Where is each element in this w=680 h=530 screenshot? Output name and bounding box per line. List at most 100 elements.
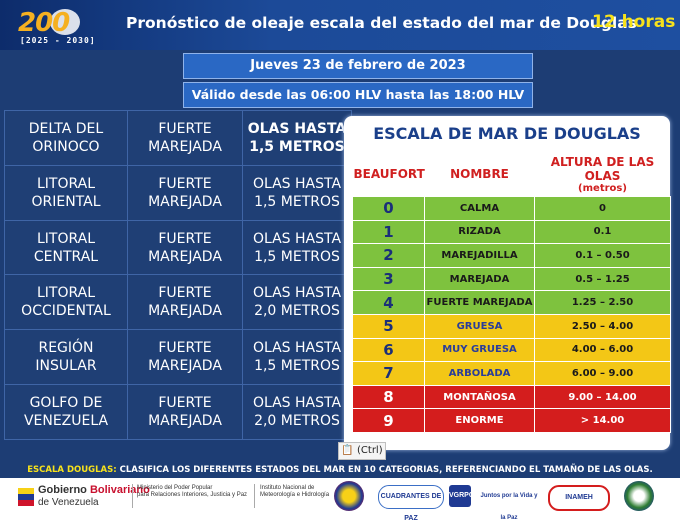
- gob-word2: Bolivariano: [89, 484, 150, 496]
- zone-sea-state: FUERTE MAREJADA: [127, 110, 243, 166]
- zone-wave-height-line: OLAS HASTA: [252, 175, 342, 192]
- scale-row: 3 MAREJADA 0.5 – 1.25: [352, 266, 671, 292]
- zone-region-line: LITORAL: [36, 230, 96, 247]
- zone-sea-state-line: FUERTE: [158, 395, 212, 412]
- ministry-label: Ministerio del Poder Popular para Relaci…: [137, 485, 247, 499]
- scale-degree: 7: [352, 361, 425, 386]
- scale-degree: 2: [352, 243, 425, 268]
- scale-name: CALMA: [424, 196, 535, 221]
- zone-sea-state: FUERTE MAREJADA: [127, 164, 243, 221]
- scale-degree: 5: [352, 313, 425, 339]
- scale-degree: 6: [352, 337, 425, 363]
- scale-name: ARBOLADA: [424, 361, 535, 386]
- scale-name: MAREJADA: [424, 266, 535, 292]
- zone-sea-state-line: FUERTE: [158, 230, 212, 247]
- ministry-line2: para Relaciones Interiores, Justicia y P…: [137, 492, 248, 498]
- forecast-hours: 12 horas: [592, 12, 676, 32]
- scale-degree: 1: [352, 219, 425, 245]
- zone-region-line: CENTRAL: [33, 248, 99, 265]
- scale-header-row: BEAUFORT NOMBRE ALTURA DE LAS OLAS (metr…: [353, 152, 671, 197]
- zone-region-line: ORIENTAL: [31, 193, 101, 210]
- scale-wave-height: 4.00 – 6.00: [534, 337, 671, 363]
- logo-number: 200: [18, 8, 70, 38]
- zone-sea-state-line: MAREJADA: [148, 413, 222, 430]
- scale-row: 0 CALMA 0: [352, 196, 671, 221]
- zone-sea-state: FUERTE MAREJADA: [127, 384, 243, 440]
- zone-wave-height: OLAS HASTA 2,0 METROS: [242, 274, 352, 331]
- zone-sea-state-line: MAREJADA: [148, 138, 222, 155]
- zone-wave-height-line: OLAS HASTA: [252, 230, 342, 247]
- logo-years: [2025 - 2030]: [20, 36, 96, 45]
- logo-emblem: [50, 9, 80, 35]
- zone-region: LITORAL ORIENTAL: [4, 164, 128, 221]
- zone-region-line: LITORAL: [36, 175, 96, 192]
- forecast-date: Jueves 23 de febrero de 2023: [183, 53, 533, 79]
- vgrpc-logo: VGRPC: [449, 485, 474, 507]
- scale-row: 5 GRUESA 2.50 – 4.00: [352, 313, 671, 339]
- height-header-label: ALTURA DE LAS OLAS: [550, 154, 655, 183]
- scale-degree: 9: [352, 408, 425, 433]
- zone-region-line: REGIÓN: [38, 340, 94, 357]
- validity-period: Válido desde las 06:00 HLV hasta las 18:…: [183, 82, 533, 108]
- zone-wave-height: OLAS HASTA 1,5 METROS: [242, 329, 352, 386]
- scale-wave-height: 6.00 – 9.00: [534, 361, 671, 386]
- zone-wave-height-line: OLAS HASTA: [252, 285, 342, 302]
- scale-name: ENORME: [424, 408, 535, 433]
- scale-wave-height: 0.5 – 1.25: [534, 266, 671, 292]
- zone-wave-height-line: 2,0 METROS: [254, 413, 340, 430]
- scale-row: 9 ENORME > 14.00: [352, 408, 671, 433]
- zone-region: LITORAL CENTRAL: [4, 219, 128, 276]
- page-title: Pronóstico de oleaje escala del estado d…: [126, 14, 637, 32]
- zone-row: DELTA DEL ORINOCO FUERTE MAREJADA OLAS HASTA…: [4, 110, 352, 166]
- divider: [254, 484, 255, 508]
- footnote: ESCALA DOUGLAS: CLASIFICA LOS DIFERENTES…: [0, 462, 680, 478]
- zone-row: GOLFO DE VENEZUELA FUERTE MAREJADA OLAS HAST…: [4, 384, 352, 440]
- height-header-unit: (metros): [578, 182, 627, 194]
- zone-sea-state-line: FUERTE: [158, 120, 212, 137]
- zone-wave-height-line: 1,5 METROS: [254, 358, 340, 375]
- paste-options-popup[interactable]: 📋 (Ctrl) ▾: [338, 442, 386, 472]
- zone-wave-height-line: OLAS HASTA: [252, 395, 342, 412]
- scale-name: FUERTE MAREJADA: [424, 290, 535, 315]
- scale-name: MUY GRUESA: [424, 337, 535, 363]
- footnote-text: CLASIFICA LOS DIFERENTES ESTADOS DEL MAR…: [119, 465, 653, 475]
- zone-region-line: OCCIDENTAL: [21, 303, 111, 320]
- zone-wave-height: OLAS HASTA 1,5 METROS: [242, 219, 352, 276]
- scale-title: ESCALA DE MAR DE DOUGLAS: [373, 124, 641, 143]
- scale-row: 6 MUY GRUESA 4.00 – 6.00: [352, 337, 671, 363]
- zone-region-line: LITORAL: [36, 285, 96, 302]
- zone-sea-state-line: MAREJADA: [148, 193, 222, 210]
- zone-wave-height-line: 1,5 METROS: [249, 138, 345, 155]
- zones-table: DELTA DEL ORINOCO FUERTE MAREJADA OLAS HASTA…: [4, 110, 352, 440]
- cuadrantes-de-paz-logo: CUADRANTES DE PAZ: [378, 485, 444, 522]
- scale-wave-height: 9.00 – 14.00: [534, 384, 671, 410]
- zone-wave-height-line: OLAS HASTA: [247, 120, 347, 137]
- scale-wave-height: 1.25 – 2.50: [534, 290, 671, 315]
- inameh-line1: Instituto Nacional de: [260, 485, 315, 491]
- zone-wave-height-line: 1,5 METROS: [254, 193, 340, 210]
- ctrl-label: (Ctrl): [357, 445, 383, 456]
- gobierno-bolivariano-logo: Gobierno Bolivariano de Venezuela: [18, 482, 150, 510]
- zone-wave-height: OLAS HASTA 1,5 METROS: [242, 164, 352, 221]
- zone-wave-height: OLAS HASTA 1,5 METROS: [242, 110, 352, 166]
- zone-sea-state-line: FUERTE: [158, 285, 212, 302]
- clipboard-icon: 📋: [341, 445, 354, 456]
- zone-sea-state: FUERTE MAREJADA: [127, 274, 243, 331]
- scale-wave-height: > 14.00: [534, 408, 671, 433]
- zone-row: REGIÓN INSULAR FUERTE MAREJADA OLAS HASTA 1,5…: [4, 329, 352, 386]
- scale-wave-height: 2.50 – 4.00: [534, 313, 671, 339]
- zone-wave-height-line: 2,0 METROS: [254, 303, 340, 320]
- inameh-line2: Meteorología e Hidrología: [260, 492, 330, 498]
- zone-region-line: GOLFO DE: [29, 395, 103, 412]
- douglas-scale-card: ESCALA DE MAR DE DOUGLAS BEAUFORT NOMBRE…: [344, 116, 671, 450]
- scale-name: RIZADA: [424, 219, 535, 245]
- zones-table-body: DELTA DEL ORINOCO FUERTE MAREJADA OLAS HASTA…: [4, 110, 352, 440]
- scale-wave-height: 0.1: [534, 219, 671, 245]
- zone-sea-state: FUERTE MAREJADA: [127, 329, 243, 386]
- scale-row: 4 FUERTE MAREJADA 1.25 – 2.50: [352, 290, 671, 315]
- inameh-label: Instituto Nacional de Meteorología e Hid…: [260, 485, 329, 499]
- divider: [132, 484, 133, 508]
- scale-name: MAREJADILLA: [424, 243, 535, 268]
- gob-title: Gobierno Bolivariano: [38, 484, 150, 496]
